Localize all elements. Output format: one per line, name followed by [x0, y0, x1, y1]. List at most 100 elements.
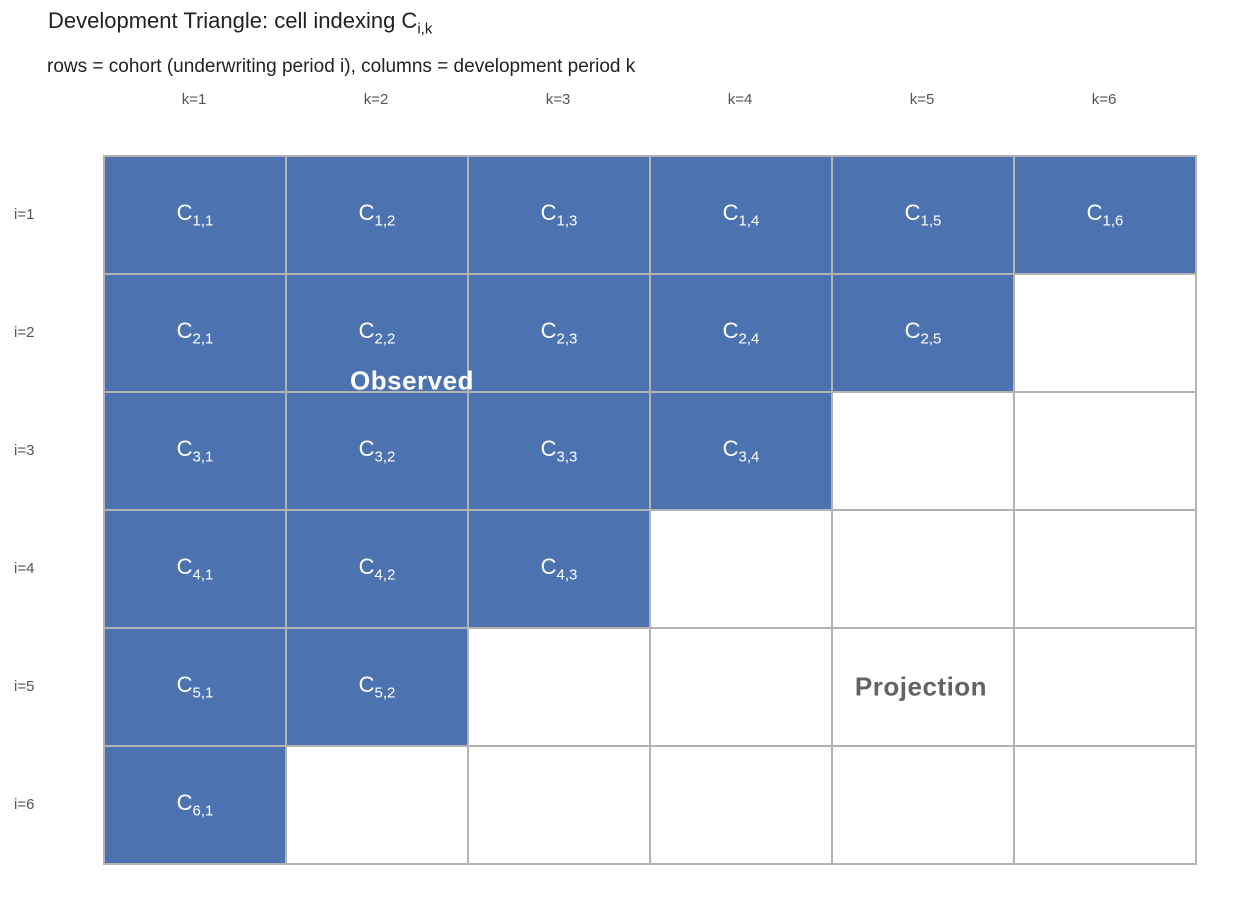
cell-label-letter: C — [904, 200, 921, 226]
cell-label-subscript: 4,1 — [192, 566, 214, 584]
cell-label: C1,6 — [1087, 200, 1124, 229]
cell-label-letter: C — [176, 318, 193, 344]
cell-label: C3,1 — [177, 436, 214, 465]
cell-label-subscript: 4,3 — [556, 566, 578, 584]
cell-i3-k4: C3,4 — [651, 393, 833, 511]
cell-label-letter: C — [540, 200, 557, 226]
cell-i4-k4 — [651, 511, 833, 629]
cell-i3-k6 — [1015, 393, 1197, 511]
cell-label: C2,4 — [723, 318, 760, 347]
cell-i4-k6 — [1015, 511, 1197, 629]
cell-label-letter: C — [904, 318, 921, 344]
row-header-i5: i=5 — [14, 677, 35, 695]
cell-label-letter: C — [358, 200, 375, 226]
cell-label: C3,4 — [723, 436, 760, 465]
cell-label: C4,2 — [359, 554, 396, 583]
cell-i6-k1: C6,1 — [105, 747, 287, 865]
row-header-i3: i=3 — [14, 441, 35, 459]
cell-label-subscript: 5,1 — [192, 684, 214, 702]
page-title-subscript: i,k — [417, 20, 433, 38]
cell-label-subscript: 2,4 — [738, 330, 760, 348]
page-title: Development Triangle: cell indexing Ci,k — [48, 8, 432, 37]
cell-i4-k2: C4,2 — [287, 511, 469, 629]
page-subtitle: rows = cohort (underwriting period i), c… — [47, 56, 636, 77]
cell-label-subscript: 4,2 — [374, 566, 396, 584]
cell-label-subscript: 1,4 — [738, 212, 760, 230]
cell-i3-k2: C3,2 — [287, 393, 469, 511]
cell-i6-k6 — [1015, 747, 1197, 865]
page-title-text: Development Triangle: cell indexing C — [48, 8, 418, 33]
row-header-i2: i=2 — [14, 323, 35, 341]
cell-label: C5,2 — [359, 672, 396, 701]
cell-i4-k5 — [833, 511, 1015, 629]
cell-label: C4,1 — [177, 554, 214, 583]
observed-label: Observed — [350, 365, 474, 396]
cell-label-subscript: 1,3 — [556, 212, 578, 230]
cell-i2-k3: C2,3 — [469, 275, 651, 393]
cell-label-letter: C — [1086, 200, 1103, 226]
cell-label: C1,3 — [541, 200, 578, 229]
cell-label: C5,1 — [177, 672, 214, 701]
cell-i5-k5 — [833, 629, 1015, 747]
cell-label-subscript: 3,4 — [738, 448, 760, 466]
cell-label-letter: C — [176, 554, 193, 580]
cell-label-subscript: 1,5 — [920, 212, 942, 230]
row-header-i1: i=1 — [14, 205, 35, 223]
row-header-i6: i=6 — [14, 795, 35, 813]
cell-i5-k6 — [1015, 629, 1197, 747]
cell-label-subscript: 1,2 — [374, 212, 396, 230]
cell-i5-k1: C5,1 — [105, 629, 287, 747]
cell-i6-k5 — [833, 747, 1015, 865]
cell-i1-k3: C1,3 — [469, 157, 651, 275]
cell-label-letter: C — [176, 200, 193, 226]
cell-label: C1,4 — [723, 200, 760, 229]
cell-label-subscript: 3,3 — [556, 448, 578, 466]
cell-i1-k4: C1,4 — [651, 157, 833, 275]
cell-label: C2,3 — [541, 318, 578, 347]
cell-i3-k3: C3,3 — [469, 393, 651, 511]
cell-label-subscript: 5,2 — [374, 684, 396, 702]
column-header-k1: k=1 — [181, 91, 207, 108]
cell-i3-k1: C3,1 — [105, 393, 287, 511]
cell-i2-k1: C2,1 — [105, 275, 287, 393]
cell-i6-k3 — [469, 747, 651, 865]
cell-label-subscript: 1,1 — [192, 212, 214, 230]
cell-label-letter: C — [540, 436, 557, 462]
triangle-grid: C1,1 C1,2 C1,3 C1,4 C1,5 C1,6 C2,1 C2,2 C2,3 C2,4… — [103, 155, 1197, 865]
cell-i1-k5: C1,5 — [833, 157, 1015, 275]
cell-i2-k6 — [1015, 275, 1197, 393]
cell-label: C4,3 — [541, 554, 578, 583]
column-header-k2: k=2 — [363, 91, 389, 108]
cell-i2-k5: C2,5 — [833, 275, 1015, 393]
cell-label-letter: C — [176, 436, 193, 462]
cell-i2-k4: C2,4 — [651, 275, 833, 393]
row-header-i4: i=4 — [14, 559, 35, 577]
cell-label-letter: C — [176, 672, 193, 698]
cell-label-subscript: 2,1 — [192, 330, 214, 348]
column-header-k3: k=3 — [545, 91, 571, 108]
cell-i5-k2: C5,2 — [287, 629, 469, 747]
cell-i3-k5 — [833, 393, 1015, 511]
cell-label-letter: C — [722, 200, 739, 226]
cell-label: C1,2 — [359, 200, 396, 229]
cell-label: C2,1 — [177, 318, 214, 347]
cell-i6-k2 — [287, 747, 469, 865]
column-header-k6: k=6 — [1091, 91, 1117, 108]
projection-label: Projection — [854, 671, 988, 702]
cell-i1-k2: C1,2 — [287, 157, 469, 275]
cell-i5-k3 — [469, 629, 651, 747]
cell-label-subscript: 3,2 — [374, 448, 396, 466]
cell-label-subscript: 2,2 — [374, 330, 396, 348]
cell-label-letter: C — [358, 436, 375, 462]
cell-label: C3,2 — [359, 436, 396, 465]
cell-i5-k4 — [651, 629, 833, 747]
cell-i1-k1: C1,1 — [105, 157, 287, 275]
cell-label-letter: C — [358, 318, 375, 344]
cell-label-letter: C — [540, 318, 557, 344]
cell-label-letter: C — [722, 318, 739, 344]
cell-i4-k1: C4,1 — [105, 511, 287, 629]
cell-label: C3,3 — [541, 436, 578, 465]
column-header-k5: k=5 — [909, 91, 935, 108]
cell-label-letter: C — [358, 554, 375, 580]
